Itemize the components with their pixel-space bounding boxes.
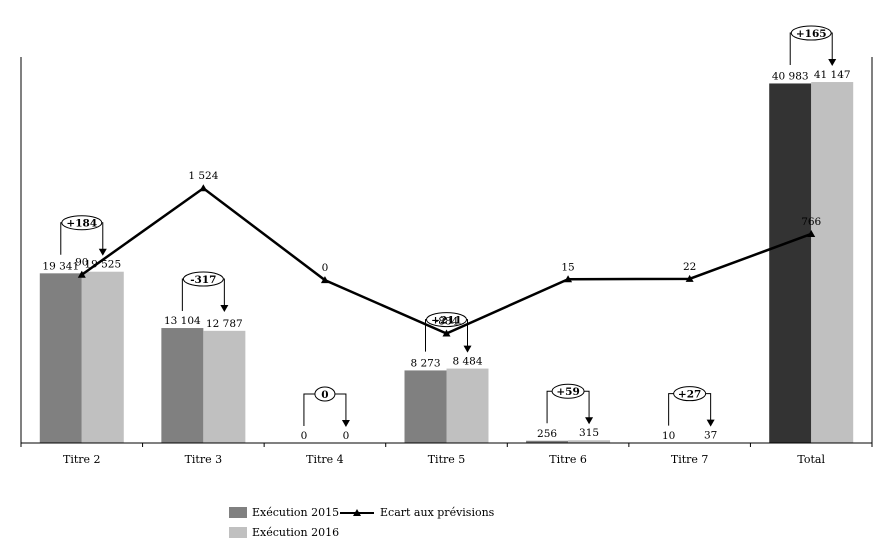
category-label: Titre 2 <box>63 453 101 466</box>
legend-swatch-2016 <box>229 527 247 538</box>
legend-swatch-2015 <box>229 507 247 518</box>
callout-label: +27 <box>678 389 701 401</box>
deviation-value-label: 0 <box>322 262 329 274</box>
callout-label: 0 <box>321 389 328 401</box>
axes-layer <box>20 57 873 447</box>
deviation-marker <box>807 229 816 237</box>
deviation-marker <box>320 276 329 284</box>
callout-bubble <box>182 271 224 287</box>
bar-2016 <box>811 82 854 443</box>
deviation-value-label: 766 <box>801 216 821 228</box>
bar-value-label-2016: 12 787 <box>206 318 243 330</box>
category-label: Titre 6 <box>549 453 587 466</box>
legend-label-2015: Exécution 2015 <box>252 506 340 519</box>
bar-2016 <box>81 271 124 443</box>
bar-value-label-2015: 19 341 <box>42 260 79 272</box>
bar-2015 <box>404 370 447 443</box>
callout-label: +165 <box>796 28 827 40</box>
bar-2015 <box>39 273 82 443</box>
callout-bubble <box>551 383 585 399</box>
callout-arrow-icon <box>828 59 837 67</box>
bar-value-label-2015: 40 983 <box>772 70 809 82</box>
deviation-marker <box>564 275 573 283</box>
callout-arrow-icon <box>463 345 472 353</box>
callout-arrow-icon <box>220 305 229 313</box>
bars-layer <box>39 82 854 443</box>
deviation-line <box>81 186 812 335</box>
callout-bubble <box>61 215 103 231</box>
legend-item-2016: Exécution 2016 <box>229 526 339 539</box>
callout-arrow-icon <box>341 420 350 427</box>
bar-value-label-2015: 13 104 <box>164 315 201 327</box>
callout-arrow-icon <box>706 419 715 427</box>
legend-label-2016: Exécution 2016 <box>252 526 340 539</box>
deviation-marker <box>685 274 694 282</box>
bar-2016 <box>446 368 489 443</box>
category-label: Titre 5 <box>428 453 466 466</box>
callout-bubble <box>790 25 832 41</box>
deviation-marker <box>199 184 208 192</box>
callout-label: +184 <box>66 218 97 230</box>
bar-value-label-2016: 41 147 <box>814 69 851 81</box>
deviation-value-label: 90 <box>75 257 88 269</box>
bar-value-label-2015: 10 <box>662 430 675 442</box>
bar-value-label-2015: 256 <box>537 428 557 440</box>
bar-2015 <box>161 328 204 443</box>
deviation-value-label: 15 <box>561 261 574 273</box>
callout-bubble <box>673 386 707 402</box>
callout-label: +211 <box>431 315 462 327</box>
callout-label: -317 <box>190 274 216 286</box>
legend-label-ecart: Ecart aux prévisions <box>380 506 495 519</box>
bar-2016 <box>203 330 246 443</box>
category-label: Titre 7 <box>671 453 709 466</box>
callout-label: +59 <box>556 386 579 398</box>
change-callouts-layer: +184 -317 0 +211 +59 +27 +165 <box>60 25 837 427</box>
bar-value-label-2016: 0 <box>343 430 350 442</box>
bar-value-label-2016: 37 <box>704 430 717 442</box>
bar-2015 <box>769 83 812 443</box>
deviation-marker <box>442 329 451 337</box>
callout-bubble <box>314 386 336 402</box>
bar-2016 <box>568 440 611 443</box>
deviation-value-label: -884 <box>435 315 459 327</box>
legend-item-ecart: Ecart aux prévisions <box>340 506 494 519</box>
callout-bubble <box>426 312 467 328</box>
category-label: Total <box>797 453 825 466</box>
deviation-line-layer: 90 1 524 0 -884 15 22 766 <box>75 170 822 337</box>
deviation-value-label: 1 524 <box>188 170 218 182</box>
bar-value-label-2015: 0 <box>301 430 308 442</box>
bar-value-label-2016: 8 484 <box>452 356 482 368</box>
deviation-marker <box>77 270 86 278</box>
bar-2015 <box>526 440 569 443</box>
category-labels-layer: Titre 2 Titre 3 Titre 4 Titre 5 Titre 6 Titre… <box>63 453 825 466</box>
callout-arrow-icon <box>98 248 107 256</box>
bar-value-label-2015: 8 273 <box>410 357 440 369</box>
callout-arrow-icon <box>585 417 594 425</box>
category-label: Titre 4 <box>306 453 344 466</box>
legend-line-key <box>340 507 374 518</box>
legend-item-2015: Exécution 2015 <box>229 506 339 519</box>
category-label: Titre 3 <box>185 453 223 466</box>
deviation-value-label: 22 <box>683 261 696 273</box>
bar-value-label-2016: 315 <box>579 427 599 439</box>
